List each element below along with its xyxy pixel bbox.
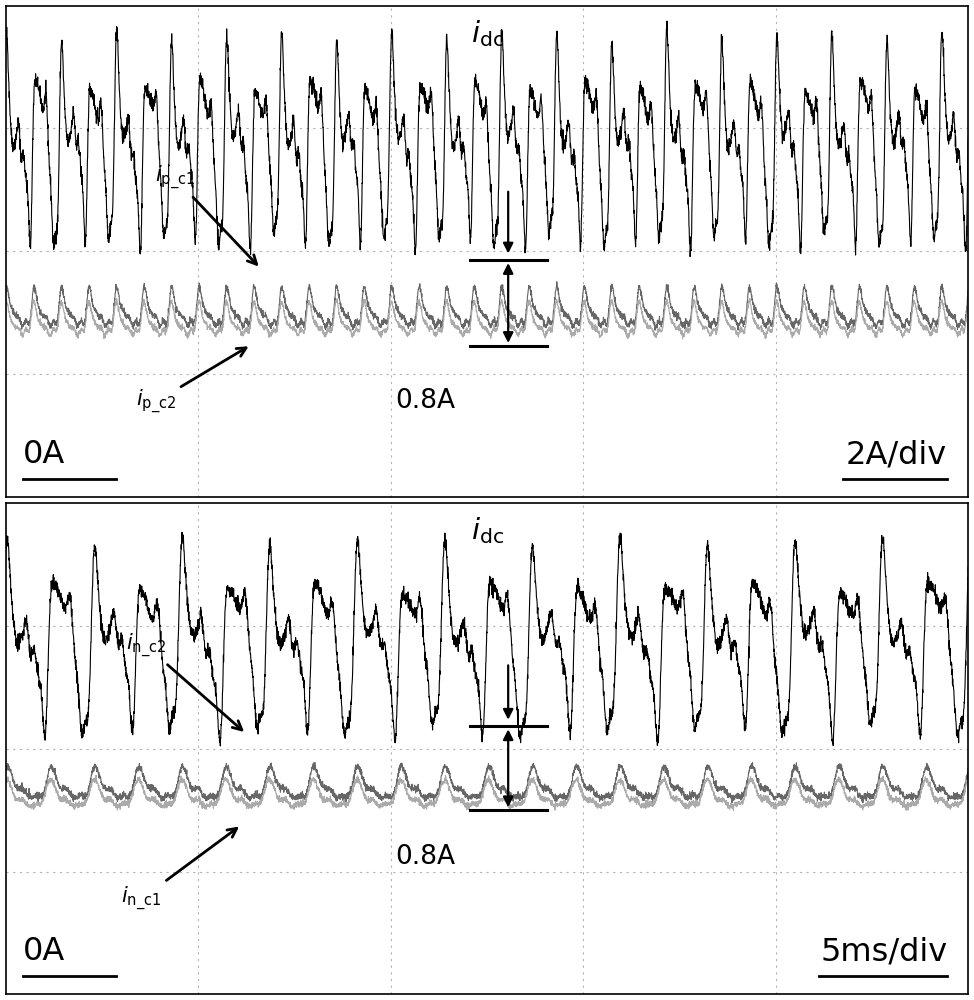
Text: $i_{\rm n\_c1}$: $i_{\rm n\_c1}$ <box>121 828 237 913</box>
Text: 2A/div: 2A/div <box>846 439 948 470</box>
Text: 0A: 0A <box>22 439 65 470</box>
Text: $i_{\rm p\_c2}$: $i_{\rm p\_c2}$ <box>135 348 246 416</box>
Text: $i_{\rm dc}$: $i_{\rm dc}$ <box>470 515 504 546</box>
Text: 5ms/div: 5ms/div <box>820 936 948 967</box>
Text: 0.8A: 0.8A <box>395 844 456 870</box>
Text: $i_{\rm dc}$: $i_{\rm dc}$ <box>470 18 504 49</box>
Text: $i_{\rm p\_c1}$: $i_{\rm p\_c1}$ <box>155 164 257 264</box>
Text: 0.8A: 0.8A <box>395 388 456 414</box>
Text: 0A: 0A <box>22 936 65 967</box>
Text: $i_{\rm n\_c2}$: $i_{\rm n\_c2}$ <box>126 632 242 730</box>
